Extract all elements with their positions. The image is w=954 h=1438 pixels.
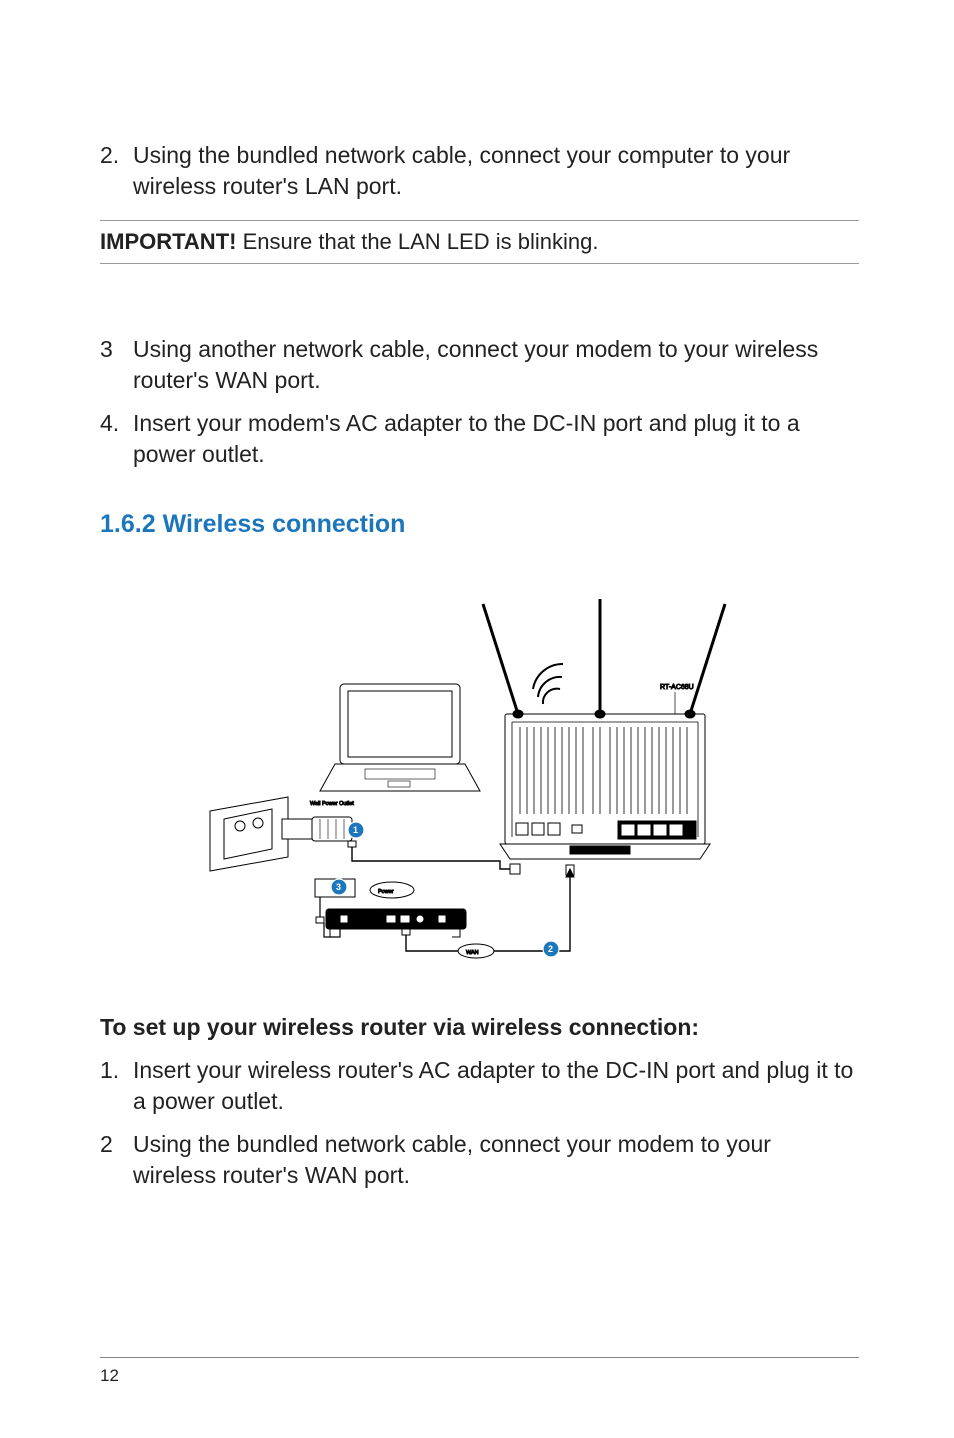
step-text: Insert your modem's AC adapter to the DC… [133,408,859,470]
diagram-badge-1: 1 [348,822,364,838]
svg-text:3: 3 [336,882,341,892]
svg-text:1: 1 [353,825,358,835]
section-title: Wireless connection [163,510,406,538]
step-item: 2. Using the bundled network cable, conn… [100,140,859,202]
svg-text:2: 2 [548,944,553,954]
step-item: 2 Using the bundled network cable, conne… [100,1129,859,1191]
step-number: 1. [100,1055,133,1117]
step-item: 4. Insert your modem's AC adapter to the… [100,408,859,470]
laptop-icon [320,684,480,791]
step-text: Insert your wireless router's AC adapter… [133,1055,859,1117]
step-number: 3 [100,334,133,396]
router-label: RT-AC68U [660,684,694,691]
important-label: IMPORTANT! [100,229,236,254]
step-number: 2. [100,140,133,202]
step-text: Using the bundled network cable, connect… [133,140,859,202]
footer-rule [100,1357,859,1358]
important-callout: IMPORTANT! Ensure that the LAN LED is bl… [100,220,859,264]
step-text: Using another network cable, connect you… [133,334,859,396]
outlet-label: Wall Power Outlet [310,801,354,807]
step-item: 3 Using another network cable, connect y… [100,334,859,396]
section-heading: 1.6.2 Wireless connection [100,510,859,539]
step-number: 4. [100,408,133,470]
step-item: 1. Insert your wireless router's AC adap… [100,1055,859,1117]
diagram-badge-3: 3 [331,879,347,895]
router-icon [483,599,725,859]
svg-text:Power: Power [378,889,394,895]
important-text: Ensure that the LAN LED is blinking. [236,229,598,254]
connection-diagram: RT-AC68U Wall Power Outlet [200,569,760,959]
step-text: Using the bundled network cable, connect… [133,1129,859,1191]
diagram-badge-2: 2 [543,941,559,957]
section-number: 1.6.2 [100,510,156,538]
step-number: 2 [100,1129,133,1191]
wall-outlet-icon [210,797,352,871]
setup-subheading: To set up your wireless router via wirel… [100,1014,859,1041]
wan-label: WAN [466,950,479,956]
page-number: 12 [100,1366,119,1386]
